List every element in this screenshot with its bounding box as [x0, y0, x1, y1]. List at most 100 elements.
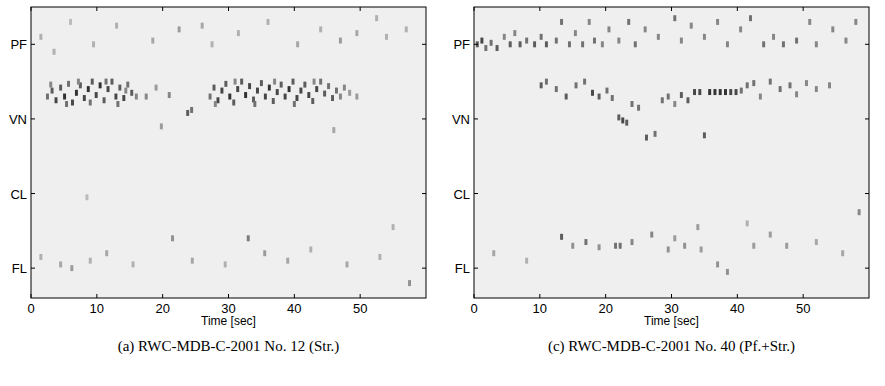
cell: [779, 86, 782, 92]
cell: [644, 26, 647, 32]
x-axis-title: Time [sec]: [201, 314, 256, 328]
cell: [69, 19, 72, 25]
cell: [631, 239, 634, 245]
cell: [77, 79, 80, 85]
cell: [92, 41, 95, 47]
y-tick: [31, 193, 35, 194]
cell: [70, 265, 73, 271]
cell: [49, 82, 52, 88]
cell: [355, 30, 358, 36]
cell: [288, 86, 291, 92]
cell: [739, 26, 742, 32]
x-tick: [96, 7, 97, 11]
cell: [484, 45, 487, 51]
cell: [46, 94, 49, 100]
cell: [299, 88, 302, 94]
cell: [584, 239, 587, 245]
cell: [323, 91, 326, 97]
cell: [661, 97, 664, 103]
x-tick-label: 40: [287, 301, 301, 316]
cell: [99, 82, 102, 88]
cell: [67, 81, 70, 87]
cell: [680, 92, 683, 98]
cell: [91, 79, 94, 85]
cell: [815, 86, 818, 92]
x-tick: [671, 7, 672, 11]
cell: [234, 79, 237, 85]
x-tick: [31, 7, 32, 11]
cell: [540, 34, 543, 40]
cell: [267, 19, 270, 25]
cell: [673, 101, 676, 107]
cell: [171, 235, 174, 241]
plot-background: [31, 7, 426, 298]
cell: [118, 85, 121, 91]
cell: [335, 88, 338, 94]
cell: [191, 258, 194, 264]
x-tick: [803, 7, 804, 11]
cell: [708, 89, 711, 95]
cell: [216, 97, 219, 103]
cell: [789, 82, 792, 88]
y-tick: [31, 118, 35, 119]
cell: [213, 85, 216, 91]
cell: [209, 94, 212, 100]
cell: [815, 41, 818, 47]
cell: [650, 232, 653, 238]
panel: 01020304050FLCLVNPFTime [sec](c) RWC-MDB…: [452, 7, 869, 355]
cell: [264, 94, 267, 100]
cell: [284, 94, 287, 100]
panel-caption: (a) RWC-MDB-C-2001 No. 12 (Str.): [118, 338, 340, 355]
cell: [115, 23, 118, 29]
cell: [122, 95, 125, 101]
cell: [698, 89, 701, 95]
y-tick: [422, 268, 426, 269]
cell: [408, 280, 411, 286]
cell: [228, 94, 231, 100]
cell: [85, 194, 88, 200]
x-tick: [360, 7, 361, 11]
cell: [39, 254, 42, 260]
cell: [598, 94, 601, 100]
cell: [135, 94, 138, 100]
cell: [256, 88, 259, 94]
cell: [126, 82, 129, 88]
cell: [657, 34, 660, 40]
cell: [740, 88, 743, 94]
cell: [51, 88, 54, 94]
cell: [831, 26, 834, 32]
cell: [729, 89, 732, 95]
cell: [268, 85, 271, 91]
cell: [654, 131, 657, 137]
x-tick: [474, 294, 475, 298]
cell: [591, 90, 594, 96]
cell: [844, 38, 847, 44]
cell: [168, 92, 171, 98]
cell: [617, 114, 620, 120]
x-tick: [671, 294, 672, 298]
cells: [39, 15, 411, 286]
x-tick: [294, 294, 295, 298]
cell: [716, 261, 719, 267]
x-tick: [31, 294, 32, 298]
cell: [405, 26, 408, 32]
cell: [759, 94, 762, 100]
cell: [224, 261, 227, 267]
cell: [555, 38, 558, 44]
x-tick: [539, 294, 540, 298]
cell: [703, 132, 706, 138]
y-tick-label: VN: [452, 112, 470, 127]
cell: [155, 85, 158, 91]
cell: [248, 83, 251, 89]
cell: [513, 30, 516, 36]
x-tick-label: 20: [598, 301, 612, 316]
cell: [331, 95, 334, 101]
cell: [240, 79, 243, 85]
cell: [490, 40, 493, 46]
cell: [107, 86, 110, 92]
cell: [815, 239, 818, 245]
x-tick: [294, 7, 295, 11]
cell: [752, 243, 755, 249]
cell: [805, 80, 808, 86]
x-tick: [360, 294, 361, 298]
